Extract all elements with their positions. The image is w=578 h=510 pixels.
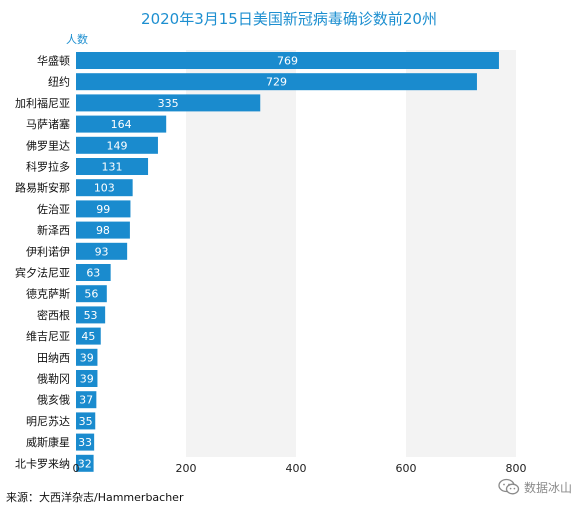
- value-label: 93: [95, 245, 109, 258]
- x-tick-label: 200: [176, 462, 197, 475]
- category-label: 田纳西: [37, 351, 70, 364]
- bar: [76, 433, 95, 451]
- bar: [76, 412, 96, 430]
- value-label: 164: [111, 118, 132, 131]
- value-label: 99: [96, 203, 110, 216]
- bar: [76, 221, 130, 239]
- value-label: 98: [96, 224, 110, 237]
- category-label: 维吉尼亚: [26, 330, 70, 343]
- bar: [76, 348, 98, 366]
- value-labels: 769 729 335 164 149 131 103 99 98 93 63 56 53 45 39 39 3…: [78, 55, 298, 471]
- value-label: 53: [84, 309, 98, 322]
- bar: [76, 454, 94, 472]
- value-label: 63: [86, 267, 100, 280]
- category-label: 新泽西: [37, 223, 70, 237]
- bar: [76, 285, 107, 303]
- category-labels: 华盛顿纽约加利福尼亚马萨诸塞佛罗里达科罗拉多路易斯安那佐治亚新泽西伊利诺伊宾夕法…: [15, 54, 70, 471]
- value-label: 33: [78, 436, 92, 449]
- category-label: 伊利诺伊: [26, 245, 70, 258]
- bar: [76, 391, 97, 409]
- y-axis-label: 人数: [66, 33, 88, 46]
- grid-band: [186, 50, 296, 457]
- value-label: 39: [80, 373, 94, 386]
- value-label: 37: [79, 394, 93, 407]
- bar: [76, 242, 128, 260]
- source-note: 来源：大西洋杂志/Hammerbacher: [6, 491, 184, 504]
- x-tick-label: 400: [286, 462, 307, 475]
- value-label: 39: [80, 351, 94, 364]
- category-label: 科罗拉多: [26, 160, 70, 174]
- watermark: 数据冰山: [498, 478, 572, 496]
- bar: [76, 327, 101, 345]
- x-tick-label: 600: [396, 462, 417, 475]
- category-label: 佐治亚: [37, 202, 70, 216]
- value-label: 131: [102, 161, 123, 174]
- wechat-icon: [498, 478, 520, 495]
- bar: [76, 52, 499, 69]
- bar: [76, 370, 98, 387]
- bar: [76, 158, 149, 175]
- bar: [76, 179, 133, 197]
- chart-title: 2020年3月15日美国新冠病毒确诊数前20州: [141, 10, 437, 28]
- grid-band: [406, 50, 516, 457]
- value-label: 729: [266, 76, 287, 89]
- x-tick-labels: 0 200 400 600 800: [73, 462, 527, 475]
- bar: [76, 306, 106, 324]
- bar: [76, 200, 131, 218]
- category-label: 密西根: [37, 308, 70, 322]
- category-label: 马萨诸塞: [26, 117, 70, 131]
- bars: [76, 52, 499, 472]
- x-tick-label: 0: [73, 462, 80, 475]
- bar: [76, 94, 261, 112]
- bar: [76, 73, 477, 91]
- value-label: 335: [158, 97, 179, 110]
- value-label: 56: [84, 288, 98, 301]
- value-label: 35: [79, 415, 93, 428]
- category-label: 加利福尼亚: [15, 96, 70, 110]
- bar: [76, 115, 167, 133]
- category-label: 明尼苏达: [26, 415, 70, 428]
- bar: [76, 264, 111, 281]
- category-label: 佛罗里达: [26, 139, 70, 152]
- watermark-text: 数据冰山: [523, 480, 572, 495]
- category-label: 俄亥俄: [37, 393, 70, 407]
- category-label: 华盛顿: [37, 54, 70, 68]
- x-tick-label: 800: [506, 462, 527, 475]
- value-label: 32: [78, 457, 92, 470]
- category-label: 威斯康星: [26, 435, 70, 449]
- grid-band: [296, 50, 406, 457]
- category-label: 德克萨斯: [26, 287, 70, 301]
- category-label: 纽约: [48, 75, 70, 89]
- value-label: 45: [81, 330, 95, 343]
- category-label: 路易斯安那: [15, 181, 70, 195]
- bar: [76, 136, 158, 154]
- category-label: 宾夕法尼亚: [15, 266, 70, 280]
- value-label: 103: [94, 182, 115, 195]
- category-label: 俄勒冈: [37, 373, 70, 386]
- value-label: 769: [277, 55, 298, 68]
- category-label: 北卡罗来纳: [15, 457, 70, 470]
- value-label: 149: [106, 139, 127, 152]
